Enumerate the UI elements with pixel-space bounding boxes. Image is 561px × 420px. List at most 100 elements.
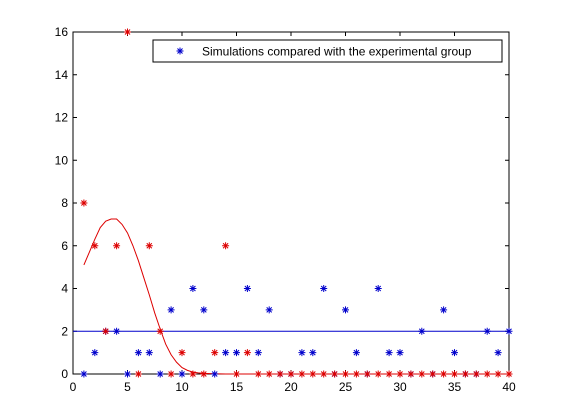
y-tick-label: 10 [55,153,69,167]
blue-point [167,306,175,314]
red-point [440,370,448,378]
y-axis-ticks: 0 2 4 6 8 10 12 14 16 [55,25,509,381]
legend: Simulations compared with the experiment… [152,39,503,63]
blue-point [113,327,121,335]
red-point [156,327,164,335]
red-point [298,370,306,378]
legend-marker [176,47,184,55]
legend-label: Simulations compared with the experiment… [202,45,472,59]
red-point [102,327,110,335]
red-point [178,349,186,357]
red-point [385,370,393,378]
blue-point [134,349,142,357]
red-curve-line [83,218,509,375]
blue-point [320,285,328,292]
blue-point [178,370,186,378]
red-point [145,242,153,250]
blue-point [494,349,502,357]
red-points-series [80,28,513,378]
x-tick-label: 35 [448,380,462,394]
red-point [134,370,142,378]
axes-box [72,31,510,375]
blue-point [396,349,404,357]
red-point [287,370,295,378]
x-tick-label: 20 [284,380,298,394]
red-point [91,242,99,250]
red-point [211,349,219,357]
blue-point [505,327,513,335]
blue-point [124,370,131,378]
red-point [200,370,208,378]
blue-point [254,349,262,357]
y-tick-label: 8 [61,196,68,210]
blue-point [352,349,360,357]
blue-point [156,370,164,378]
y-tick-label: 0 [61,367,68,381]
x-tick-label: 25 [339,380,353,394]
red-point [451,370,458,378]
y-tick-label: 16 [55,25,69,39]
red-point [418,370,426,378]
x-tick-label: 0 [70,380,77,394]
red-point [320,370,328,378]
y-tick-label: 4 [61,282,68,296]
blue-point [374,285,382,292]
red-curve [83,218,509,375]
legend-box [152,39,503,63]
blue-point [451,349,458,357]
blue-point [222,349,230,357]
legend-marker-asterisk [176,47,184,55]
x-tick-label: 10 [175,380,189,394]
y-tick-label: 2 [61,324,68,338]
y-tick-label: 6 [61,239,68,253]
red-point [494,370,502,378]
red-point [276,370,284,378]
red-point [352,370,360,378]
red-point [363,370,371,378]
blue-point [483,327,491,335]
blue-point [385,349,393,357]
y-tick-label: 12 [55,111,69,125]
red-point [254,370,262,378]
blue-point [440,306,448,314]
red-point [374,370,382,378]
blue-point [309,349,317,357]
red-point [309,370,317,378]
x-tick-label: 40 [502,380,516,394]
x-tick-label: 5 [124,380,131,394]
red-point [472,370,480,378]
y-tick-label: 14 [55,68,69,82]
red-point [124,28,131,36]
x-tick-label: 30 [393,380,407,394]
blue-point [243,285,251,292]
red-point [167,370,175,378]
plot-area: 0 5 10 15 20 25 30 35 40 0 2 4 6 8 10 12 14 16 [55,25,516,394]
red-point [505,370,513,378]
red-point [461,370,469,378]
red-point [80,199,88,207]
x-tick-label: 15 [230,380,244,394]
blue-point [200,306,208,314]
red-point [483,370,491,378]
red-point [407,370,415,378]
blue-point [91,349,99,357]
red-point [222,242,230,250]
red-point [429,370,437,378]
blue-point [211,370,219,378]
red-point [233,370,240,378]
red-point [113,242,121,250]
red-point [265,370,273,378]
red-point [396,370,404,378]
blue-point [298,349,306,357]
blue-point [145,349,153,357]
blue-point [418,327,426,335]
red-point [243,349,251,357]
red-point [342,370,349,378]
blue-point [265,306,273,314]
red-point [331,370,339,378]
blue-point [80,370,88,378]
blue-point [189,285,197,292]
red-point [189,370,197,378]
blue-point [233,349,240,357]
